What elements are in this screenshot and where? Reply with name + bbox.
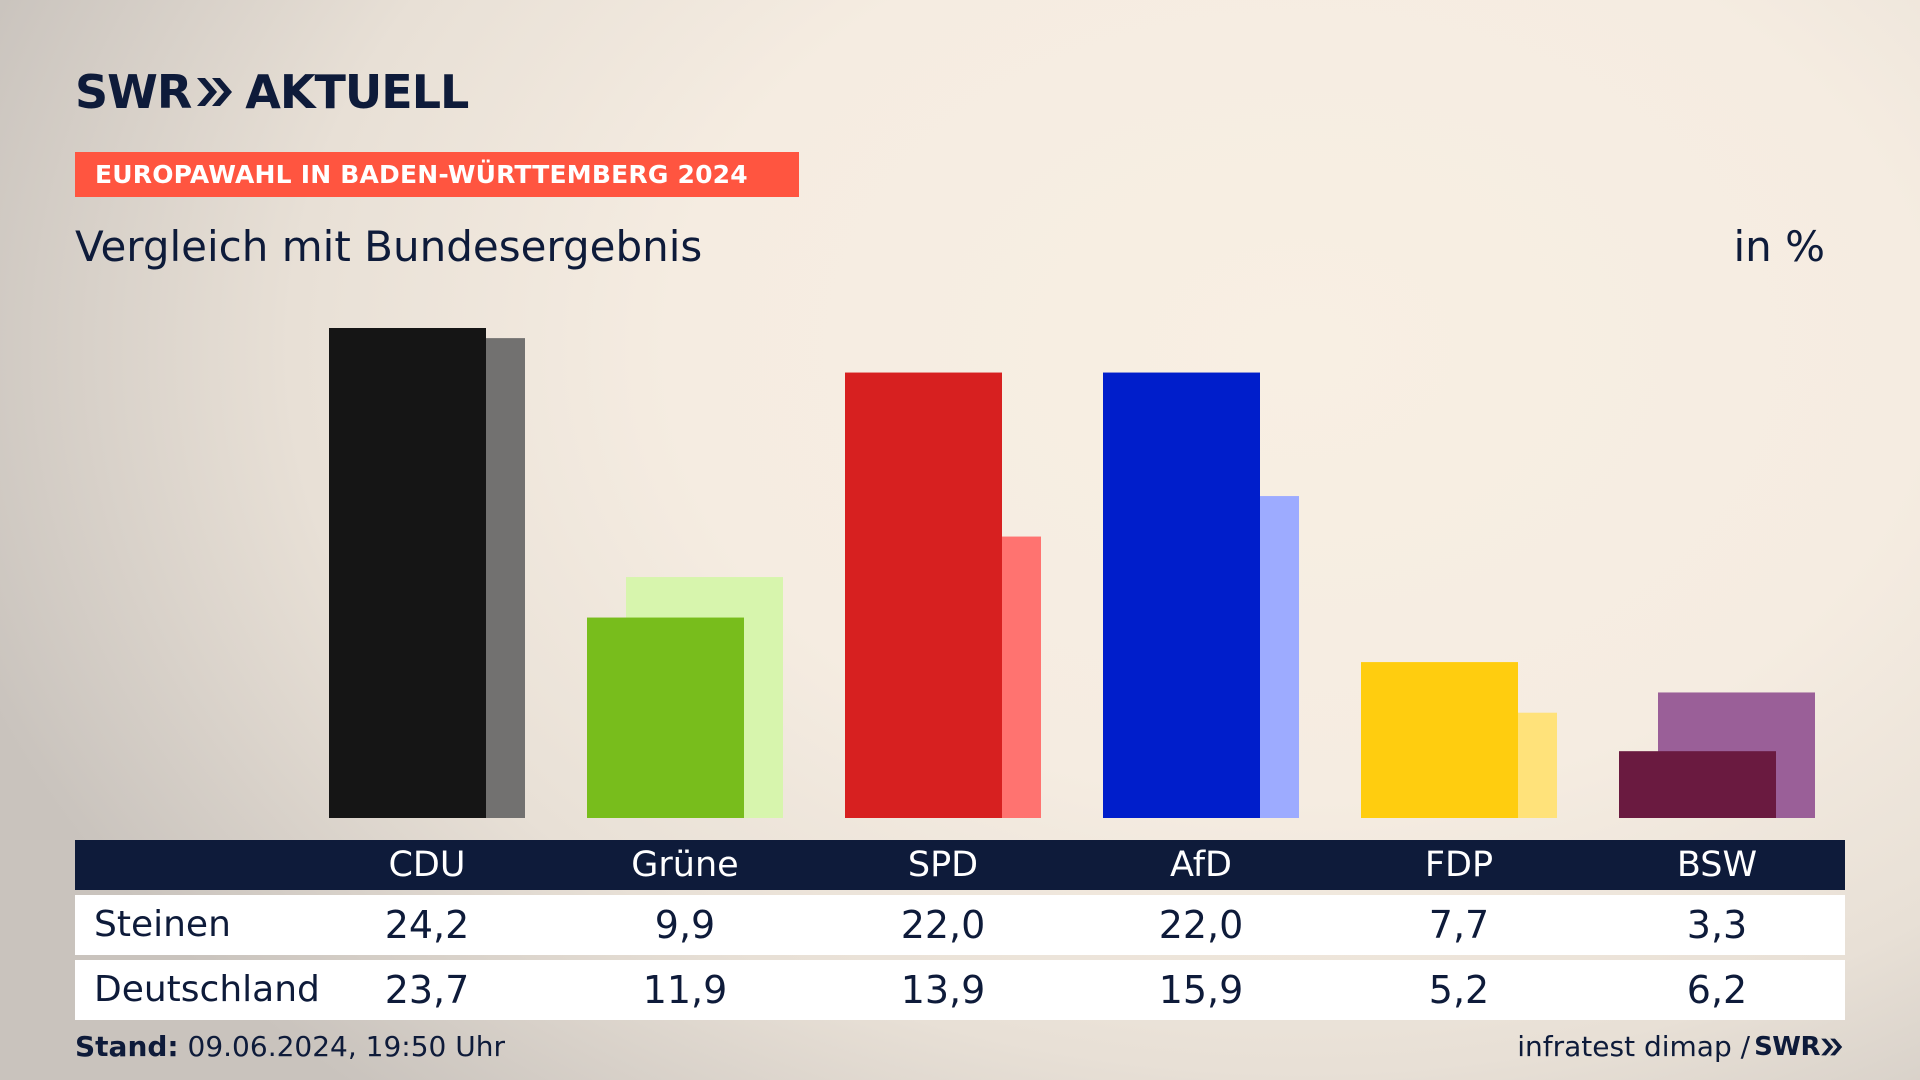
logo-swr-text: SWR [75, 65, 192, 119]
column-header-gruene: Grüne [631, 845, 739, 885]
table-cell-steinen-fdp: 7,7 [1428, 903, 1490, 947]
column-header-cdu: CDU [388, 845, 466, 885]
bar-afd-steinen [1103, 372, 1260, 818]
stand-value: 09.06.2024, 19:50 Uhr [187, 1030, 505, 1063]
source-text: infratest dimap / [1517, 1030, 1751, 1063]
table-cell-deutschland-spd: 13,9 [900, 968, 986, 1012]
table-cell-steinen-afd: 22,0 [1158, 903, 1244, 947]
table-cell-steinen-cdu: 24,2 [384, 903, 470, 947]
footer-source: infratest dimap / SWR [1517, 1030, 1844, 1063]
footer-stand: Stand: 09.06.2024, 19:50 Uhr [75, 1030, 505, 1063]
double-chevron-icon [197, 78, 233, 106]
bar-chart [329, 328, 1815, 818]
bar-gruene-steinen [587, 617, 744, 818]
stand-label: Stand: [75, 1030, 179, 1063]
table-cell-steinen-spd: 22,0 [900, 903, 986, 947]
results-table: CDU Grüne SPD AfD FDP BSW Steinen 24,2 9,9 22,0… [75, 840, 1845, 1020]
table-header-row: CDU Grüne SPD AfD FDP BSW [75, 840, 1845, 890]
chart-subtitle: Vergleich mit Bundesergebnis [75, 222, 703, 271]
bar-cdu-steinen [329, 328, 486, 818]
bar-bsw-steinen [1619, 751, 1776, 818]
table-row-deutschland: Deutschland 23,7 11,9 13,9 15,9 5,2 6,2 [75, 960, 1845, 1020]
logo-aktuell-text: AKTUELL [245, 65, 469, 119]
unit-label: in % [1733, 222, 1825, 271]
swr-aktuell-logo: SWR AKTUELL [75, 65, 469, 119]
table-cell-deutschland-afd: 15,9 [1158, 968, 1244, 1012]
row-label: Deutschland [94, 969, 320, 1010]
election-banner: EUROPAWAHL IN BADEN-WÜRTTEMBERG 2024 [75, 152, 799, 197]
row-label: Steinen [94, 904, 231, 945]
table-cell-steinen-bsw: 3,3 [1686, 903, 1748, 947]
column-header-afd: AfD [1170, 845, 1232, 885]
double-chevron-icon [1821, 1038, 1843, 1055]
table-cell-deutschland-gruene: 11,9 [642, 968, 728, 1012]
table-row-steinen: Steinen 24,2 9,9 22,0 22,0 7,7 3,3 [75, 895, 1845, 955]
column-header-bsw: BSW [1676, 845, 1758, 885]
source-logo-text: SWR [1754, 1031, 1820, 1062]
table-cell-deutschland-cdu: 23,7 [384, 968, 470, 1012]
column-header-spd: SPD [907, 845, 979, 885]
column-header-fdp: FDP [1424, 845, 1494, 885]
table-cell-steinen-gruene: 9,9 [654, 903, 716, 947]
bar-fdp-steinen [1361, 662, 1518, 818]
table-cell-deutschland-fdp: 5,2 [1428, 968, 1490, 1012]
bar-spd-steinen [845, 372, 1002, 818]
table-cell-deutschland-bsw: 6,2 [1686, 968, 1748, 1012]
